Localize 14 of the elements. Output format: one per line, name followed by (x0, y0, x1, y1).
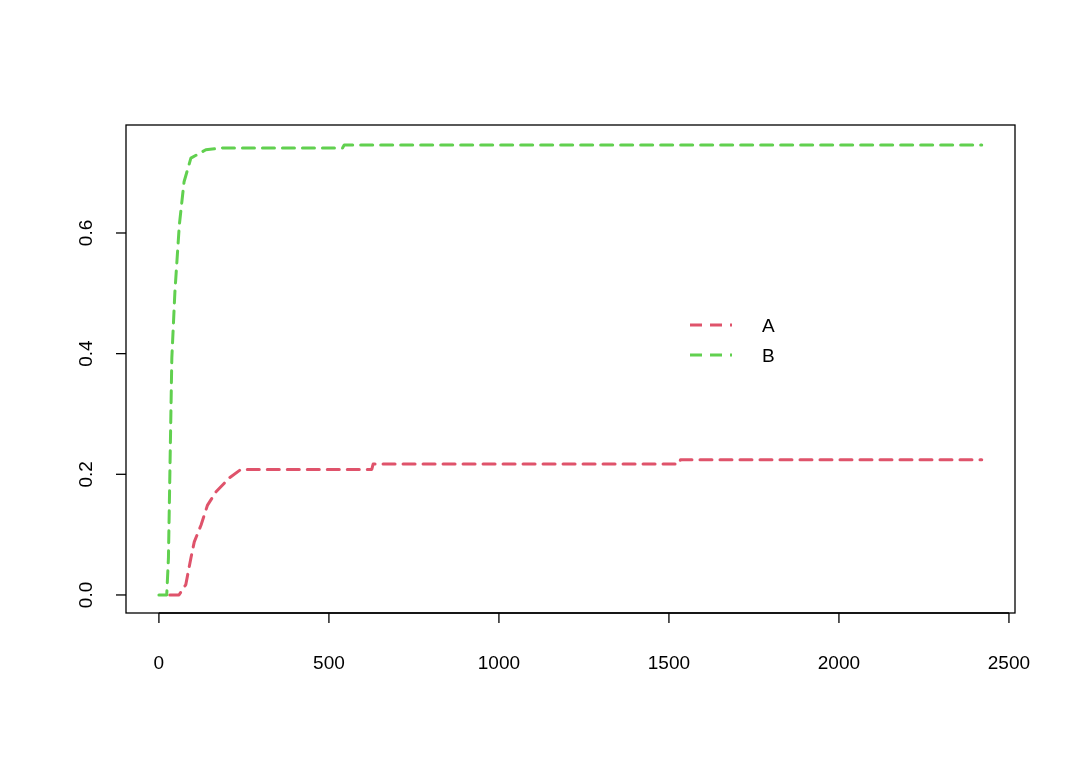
y-tick-label: 0.0 (75, 581, 96, 609)
line-series (168, 458, 984, 597)
x-tick-label: 1500 (647, 652, 691, 673)
x-tick-label: 1000 (477, 652, 521, 673)
y-tick-label: 0.2 (75, 461, 96, 488)
y-tick-label: 0.4 (75, 340, 96, 367)
line-series (157, 143, 984, 597)
legend-label: B (762, 345, 775, 366)
y-tick-label: 0.6 (75, 219, 96, 247)
x-tick-label: 2500 (987, 652, 1031, 673)
x-tick-label: 500 (313, 652, 345, 673)
legend-label: A (762, 315, 775, 336)
x-tick-label: 2000 (817, 652, 861, 673)
x-tick-label: 0 (153, 652, 165, 673)
